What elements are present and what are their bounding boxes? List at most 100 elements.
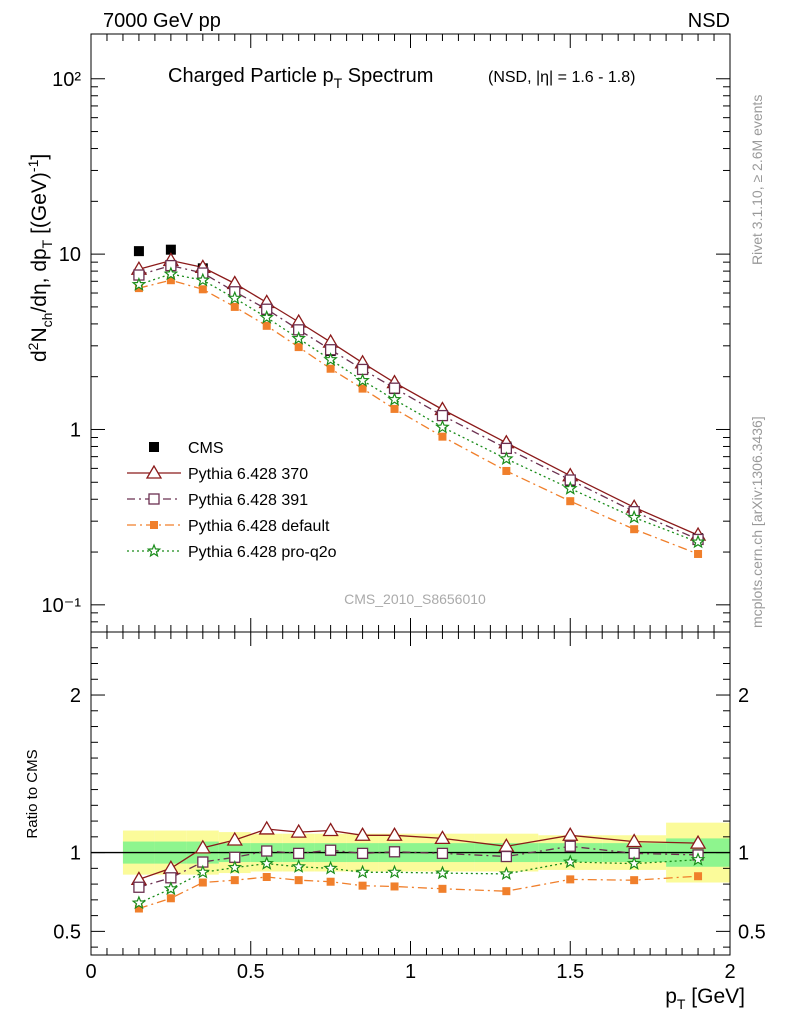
- ratio-point-pq2o: [163, 881, 179, 896]
- legend: CMS Pythia 6.428 370 Pythia 6.428 391 Pythi…: [127, 440, 337, 561]
- ratio-point-pdefault: [262, 873, 271, 882]
- main-point-pq2o: [163, 266, 179, 281]
- ratio-y-tick-label-right: 1: [738, 843, 749, 865]
- ratio-point-pdefault: [566, 875, 575, 884]
- legend-label-pdefault: Pythia 6.428 default: [188, 518, 330, 535]
- legend-label-cms: CMS: [188, 440, 224, 457]
- ratio-point-p391: [133, 881, 145, 893]
- main-point-pq2o: [499, 451, 514, 466]
- ratio-point-p391: [564, 840, 576, 852]
- ratio-point-pq2o: [355, 864, 370, 879]
- main-point-pdefault: [294, 343, 303, 352]
- ratio-point-p370: [322, 822, 339, 837]
- main-point-pdefault: [390, 404, 399, 413]
- ratio-point-p391: [500, 850, 513, 863]
- ratio-point-pdefault: [134, 904, 143, 913]
- legend-label-p370: Pythia 6.428 370: [188, 466, 308, 483]
- main-point-pq2o: [355, 372, 370, 387]
- ratio-point-p370: [290, 823, 307, 838]
- ratio-line-pdefault: [138, 875, 699, 910]
- main-point-pq2o: [323, 352, 338, 366]
- main-point-pdefault: [630, 525, 639, 534]
- ratio-point-p370: [386, 826, 403, 841]
- main-point-pdefault: [502, 466, 511, 475]
- legend-label-pq2o: Pythia 6.428 pro-q2o: [188, 544, 337, 561]
- main-frame: [90, 33, 731, 633]
- ratio-point-pdefault: [326, 877, 335, 886]
- legend-marker-p370: [145, 464, 163, 479]
- ratio-y-tick-label-left: 1: [70, 843, 81, 865]
- main-point-cms: [165, 244, 176, 255]
- ratio-point-p370: [562, 826, 579, 841]
- ratio-point-p391: [293, 847, 305, 860]
- legend-label-p391: Pythia 6.428 391: [188, 492, 308, 509]
- ratio-point-p370: [194, 839, 211, 854]
- ratio-point-pdefault: [694, 872, 703, 881]
- main-point-pq2o: [259, 309, 274, 324]
- main-point-pq2o: [195, 272, 211, 287]
- ratio-point-p370: [258, 820, 275, 835]
- main-point-pdefault: [694, 549, 703, 558]
- ratio-y-tick-label-right: 0.5: [738, 921, 766, 943]
- ratio-point-pq2o: [323, 860, 338, 875]
- main-y-tick-label: 10: [59, 244, 81, 266]
- ratio-point-p391: [388, 846, 401, 858]
- main-y-tick-label: 10²: [52, 69, 81, 91]
- ratio-point-p370: [626, 833, 643, 848]
- main-point-pq2o: [131, 276, 147, 291]
- main-point-p391: [388, 382, 401, 394]
- x-tick-label: 0: [85, 961, 96, 983]
- main-point-pdefault: [326, 364, 335, 373]
- ratio-axis-ticks: [90, 631, 731, 955]
- x-axis-label: pT [GeV]: [665, 985, 745, 1012]
- legend-marker-p391: [148, 493, 160, 505]
- legend-marker-cms: [149, 442, 159, 452]
- main-axis-ticks: [90, 34, 731, 633]
- ratio-point-pdefault: [630, 876, 639, 885]
- ratio-point-p370: [434, 830, 451, 845]
- main-y-tick-label: 10⁻¹: [42, 595, 82, 617]
- ratio-line-pq2o: [138, 859, 699, 904]
- main-point-pdefault: [230, 302, 239, 311]
- main-point-cms: [133, 246, 144, 257]
- legend-marker-pq2o: [146, 543, 162, 558]
- main-point-pdefault: [262, 321, 271, 330]
- ratio-point-pdefault: [358, 881, 367, 890]
- chart-subtitle: (NSD, |η| = 1.6 - 1.8): [488, 69, 635, 86]
- ratio-point-p370: [689, 834, 707, 849]
- ratio-point-pq2o: [259, 855, 274, 870]
- main-point-pq2o: [626, 509, 642, 524]
- ratio-point-pq2o: [387, 864, 402, 879]
- main-point-pdefault: [134, 284, 143, 293]
- main-point-pq2o: [435, 419, 450, 434]
- main-plot-area: [130, 244, 707, 558]
- main-point-p391: [436, 409, 449, 422]
- ratio-point-p370: [354, 826, 371, 841]
- main-point-pdefault: [358, 384, 367, 393]
- legend-marker-pdefault: [150, 521, 158, 529]
- ratio-y-tick-label-left: 0.5: [53, 921, 81, 943]
- ratio-point-p391: [324, 844, 337, 856]
- ratio-point-pdefault: [166, 894, 175, 903]
- main-y-tick-label: 1: [70, 419, 81, 441]
- ratio-point-pdefault: [294, 876, 303, 885]
- main-point-pq2o: [291, 330, 306, 345]
- ratio-point-p391: [261, 845, 273, 857]
- header-left: 7000 GeV pp: [103, 10, 221, 32]
- ratio-point-pdefault: [230, 876, 239, 885]
- chart-title: Charged Particle pT Spectrum: [168, 65, 433, 91]
- ratio-point-pdefault: [502, 887, 511, 896]
- ratio-point-pq2o: [690, 852, 706, 866]
- rivet-label: Rivet 3.1.10, ≥ 2.6M events: [749, 95, 765, 265]
- ratio-point-p391: [436, 847, 449, 860]
- main-y-tick-labels: 10⁻¹ 1 10 10²: [42, 69, 82, 617]
- ratio-y-tick-label-left: 2: [70, 685, 81, 707]
- main-point-pdefault: [438, 432, 447, 441]
- main-point-pdefault: [166, 276, 175, 285]
- ratio-point-pdefault: [390, 882, 399, 891]
- main-point-p391: [356, 363, 369, 376]
- main-point-pq2o: [387, 391, 402, 406]
- main-point-pq2o: [562, 480, 578, 495]
- ratio-point-pq2o: [562, 854, 578, 869]
